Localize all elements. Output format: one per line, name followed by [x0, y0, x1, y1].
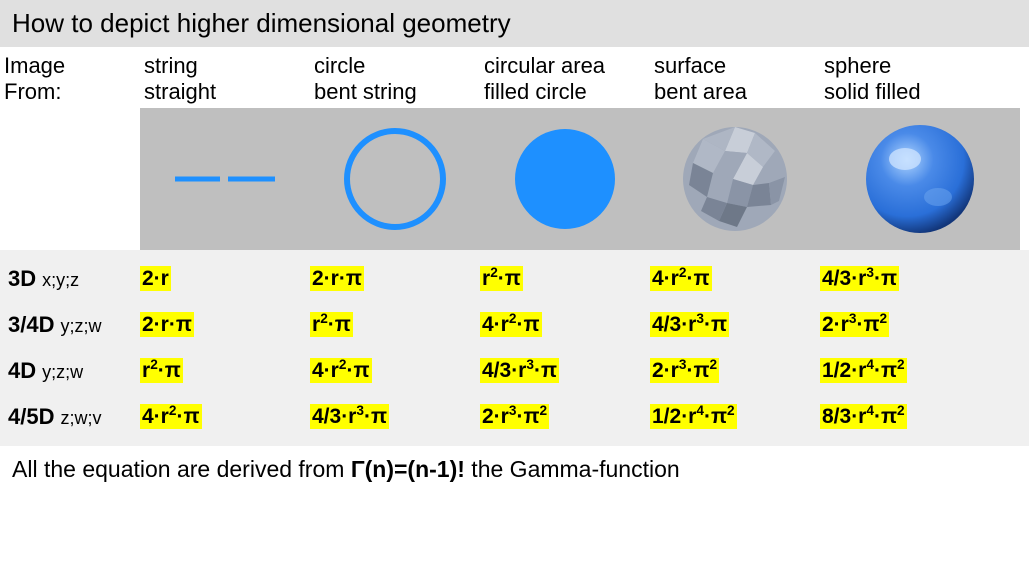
page-title: How to depict higher dimensional geometr… [0, 0, 1029, 47]
formula-cell: r2·π [480, 267, 650, 291]
formula-cell: 4·r2·π [650, 267, 820, 291]
header-col-circle: circle bent string [310, 47, 480, 108]
formula-cell: 2·r·π [310, 267, 480, 291]
formula-table: 3Dx;y;z2·r2·r·πr2·π4·r2·π4/3·r3·π3/4Dy;z… [0, 250, 1029, 446]
header-image-from: Image From: [0, 47, 140, 108]
footer-note: All the equation are derived from Γ(n)=(… [0, 446, 1029, 493]
formula-row: 4/5Dz;w;v4·r2·π4/3·r3·π2·r3·π21/2·r4·π28… [0, 394, 1029, 440]
formula-cell: r2·π [140, 359, 310, 383]
header-col-string-l1: string [144, 53, 306, 79]
header-col-area-l1: circular area [484, 53, 646, 79]
header-col-sphere-l1: sphere [824, 53, 1016, 79]
string-icon [140, 114, 310, 244]
header-col-string: string straight [140, 47, 310, 108]
formula-cell: 4·r2·π [310, 359, 480, 383]
formula-cell: 4·r2·π [140, 405, 310, 429]
formula-row: 3/4Dy;z;w2·r·πr2·π4·r2·π4/3·r3·π2·r3·π2 [0, 302, 1029, 348]
header-col-area: circular area filled circle [480, 47, 650, 108]
formula-cell: 4/3·r3·π [310, 405, 480, 429]
formula-cell: 4/3·r3·π [650, 313, 820, 337]
formula-cell: 4·r2·π [480, 313, 650, 337]
header-from-label: From: [4, 79, 136, 105]
dimension-label: 4/5Dz;w;v [0, 404, 140, 430]
header-col-string-l2: straight [144, 79, 306, 105]
image-strip [140, 108, 1020, 250]
formula-row: 3Dx;y;z2·r2·r·πr2·π4·r2·π4/3·r3·π [0, 256, 1029, 302]
gamma-formula: Γ(n)=(n-1)! [351, 456, 465, 482]
header-col-surface-l1: surface [654, 53, 816, 79]
formula-cell: 2·r3·π2 [820, 313, 1020, 337]
header-col-sphere: sphere solid filled [820, 47, 1020, 108]
circle-filled-icon [480, 114, 650, 244]
dimension-label: 4Dy;z;w [0, 358, 140, 384]
image-strip-row [0, 108, 1029, 250]
formula-cell: 4/3·r3·π [820, 267, 1020, 291]
footer-pre: All the equation are derived from [12, 456, 351, 482]
header-col-surface: surface bent area [650, 47, 820, 108]
formula-cell: 1/2·r4·π2 [650, 405, 820, 429]
dimension-label: 3/4Dy;z;w [0, 312, 140, 338]
header-image-label: Image [4, 53, 136, 79]
header-col-surface-l2: bent area [654, 79, 816, 105]
circle-outline-icon [310, 114, 480, 244]
solid-sphere-icon [820, 114, 1020, 244]
header-col-circle-l1: circle [314, 53, 476, 79]
formula-cell: 1/2·r4·π2 [820, 359, 1020, 383]
formula-cell: r2·π [310, 313, 480, 337]
formula-cell: 8/3·r4·π2 [820, 405, 1020, 429]
header-col-sphere-l2: solid filled [824, 79, 1016, 105]
dimension-label: 3Dx;y;z [0, 266, 140, 292]
formula-cell: 2·r3·π2 [480, 405, 650, 429]
header-col-circle-l2: bent string [314, 79, 476, 105]
formula-row: 4Dy;z;wr2·π4·r2·π4/3·r3·π2·r3·π21/2·r4·π… [0, 348, 1029, 394]
formula-cell: 4/3·r3·π [480, 359, 650, 383]
faceted-sphere-icon [650, 114, 820, 244]
formula-cell: 2·r3·π2 [650, 359, 820, 383]
formula-cell: 2·r [140, 267, 310, 291]
formula-cell: 2·r·π [140, 313, 310, 337]
header-row: Image From: string straight circle bent … [0, 47, 1029, 108]
footer-post: the Gamma-function [465, 456, 680, 482]
header-col-area-l2: filled circle [484, 79, 646, 105]
